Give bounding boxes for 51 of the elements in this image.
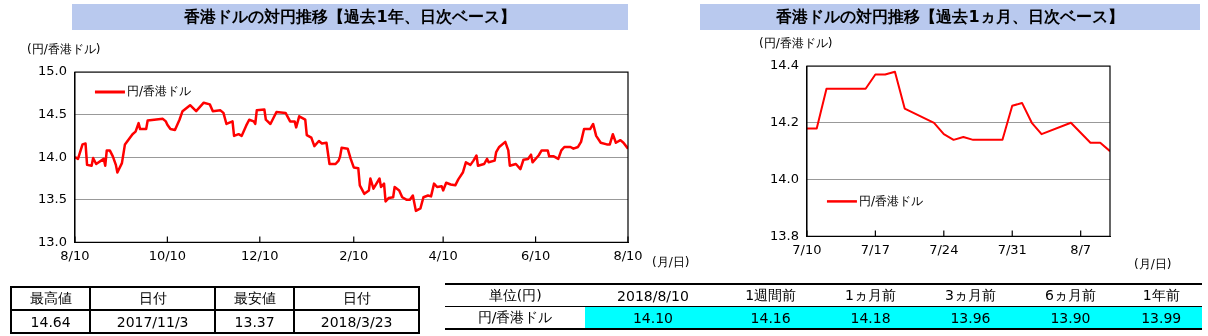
x-tick-label: 6/10 [520,247,551,263]
category-label: 最安値 [214,287,295,310]
chart-title: 香港ドルの対円推移【過去1ヵ月、日次ベース】 [700,4,1200,30]
y-axis-title: (円/香港ドル) [26,42,101,57]
x-tick-label: 8/7 [1070,241,1092,257]
x-tick-label: 8/10 [613,247,643,263]
x-tick-label: 7/31 [997,241,1027,257]
category-label: 1週間前 [720,284,821,307]
x-tick-label: 8/10 [60,247,90,263]
legend-label: 円/香港ドル [126,84,191,99]
data-label: 13.99 [1120,306,1202,329]
text: 14.64 [30,313,71,330]
category-label: 3ヵ月前 [920,284,1021,307]
data-label: 14.16 [720,306,821,329]
y-tick-label: 14.2 [769,114,799,130]
data-label: 13.90 [1020,306,1121,329]
text: 2017/11/3 [116,313,189,330]
x-axis-title: (月/日) [1134,256,1172,271]
category-label: 1ヵ月前 [820,284,921,307]
category-label: 日付 [294,287,419,310]
x-tick-label: 7/24 [929,241,959,257]
y-axis-title: (円/香港ドル) [758,36,833,51]
category-label: 1年前 [1120,284,1202,307]
x-tick-label: 2/10 [339,247,369,263]
category-label: 6ヵ月前 [1020,284,1121,307]
y-tick-label: 14.0 [37,148,67,164]
y-tick-label: 14.0 [769,170,799,186]
category-label: 最高値 [11,287,91,310]
data-label: 14.10 [585,306,721,329]
x-tick-label: 7/10 [792,241,822,257]
y-tick-label: 13.0 [37,233,67,249]
y-tick-label: 13.5 [37,191,67,207]
x-axis-title: (月/日) [652,254,690,269]
chart-title: 香港ドルの対円推移【過去1年、日次ベース】 [72,4,628,30]
y-tick-label: 15.0 [37,63,67,79]
y-tick-label: 13.8 [769,227,799,243]
x-tick-label: 10/10 [148,247,187,263]
x-tick-label: 12/10 [241,247,279,263]
x-tick-label: 7/17 [860,241,890,257]
data-label: 13.96 [920,306,1021,329]
text: 円/香港ドル [445,306,586,329]
category-label: 2018/8/10 [585,284,721,307]
y-tick-label: 14.4 [769,57,799,73]
y-tick-label: 14.5 [37,105,67,121]
text: 2018/3/23 [320,313,393,330]
legend-title: 単位(円) [445,284,586,307]
x-tick-label: 4/10 [428,247,458,263]
data-label: 14.18 [820,306,921,329]
category-label: 日付 [90,287,215,310]
legend-label: 円/香港ドル [858,193,923,208]
text: 13.37 [234,313,275,330]
